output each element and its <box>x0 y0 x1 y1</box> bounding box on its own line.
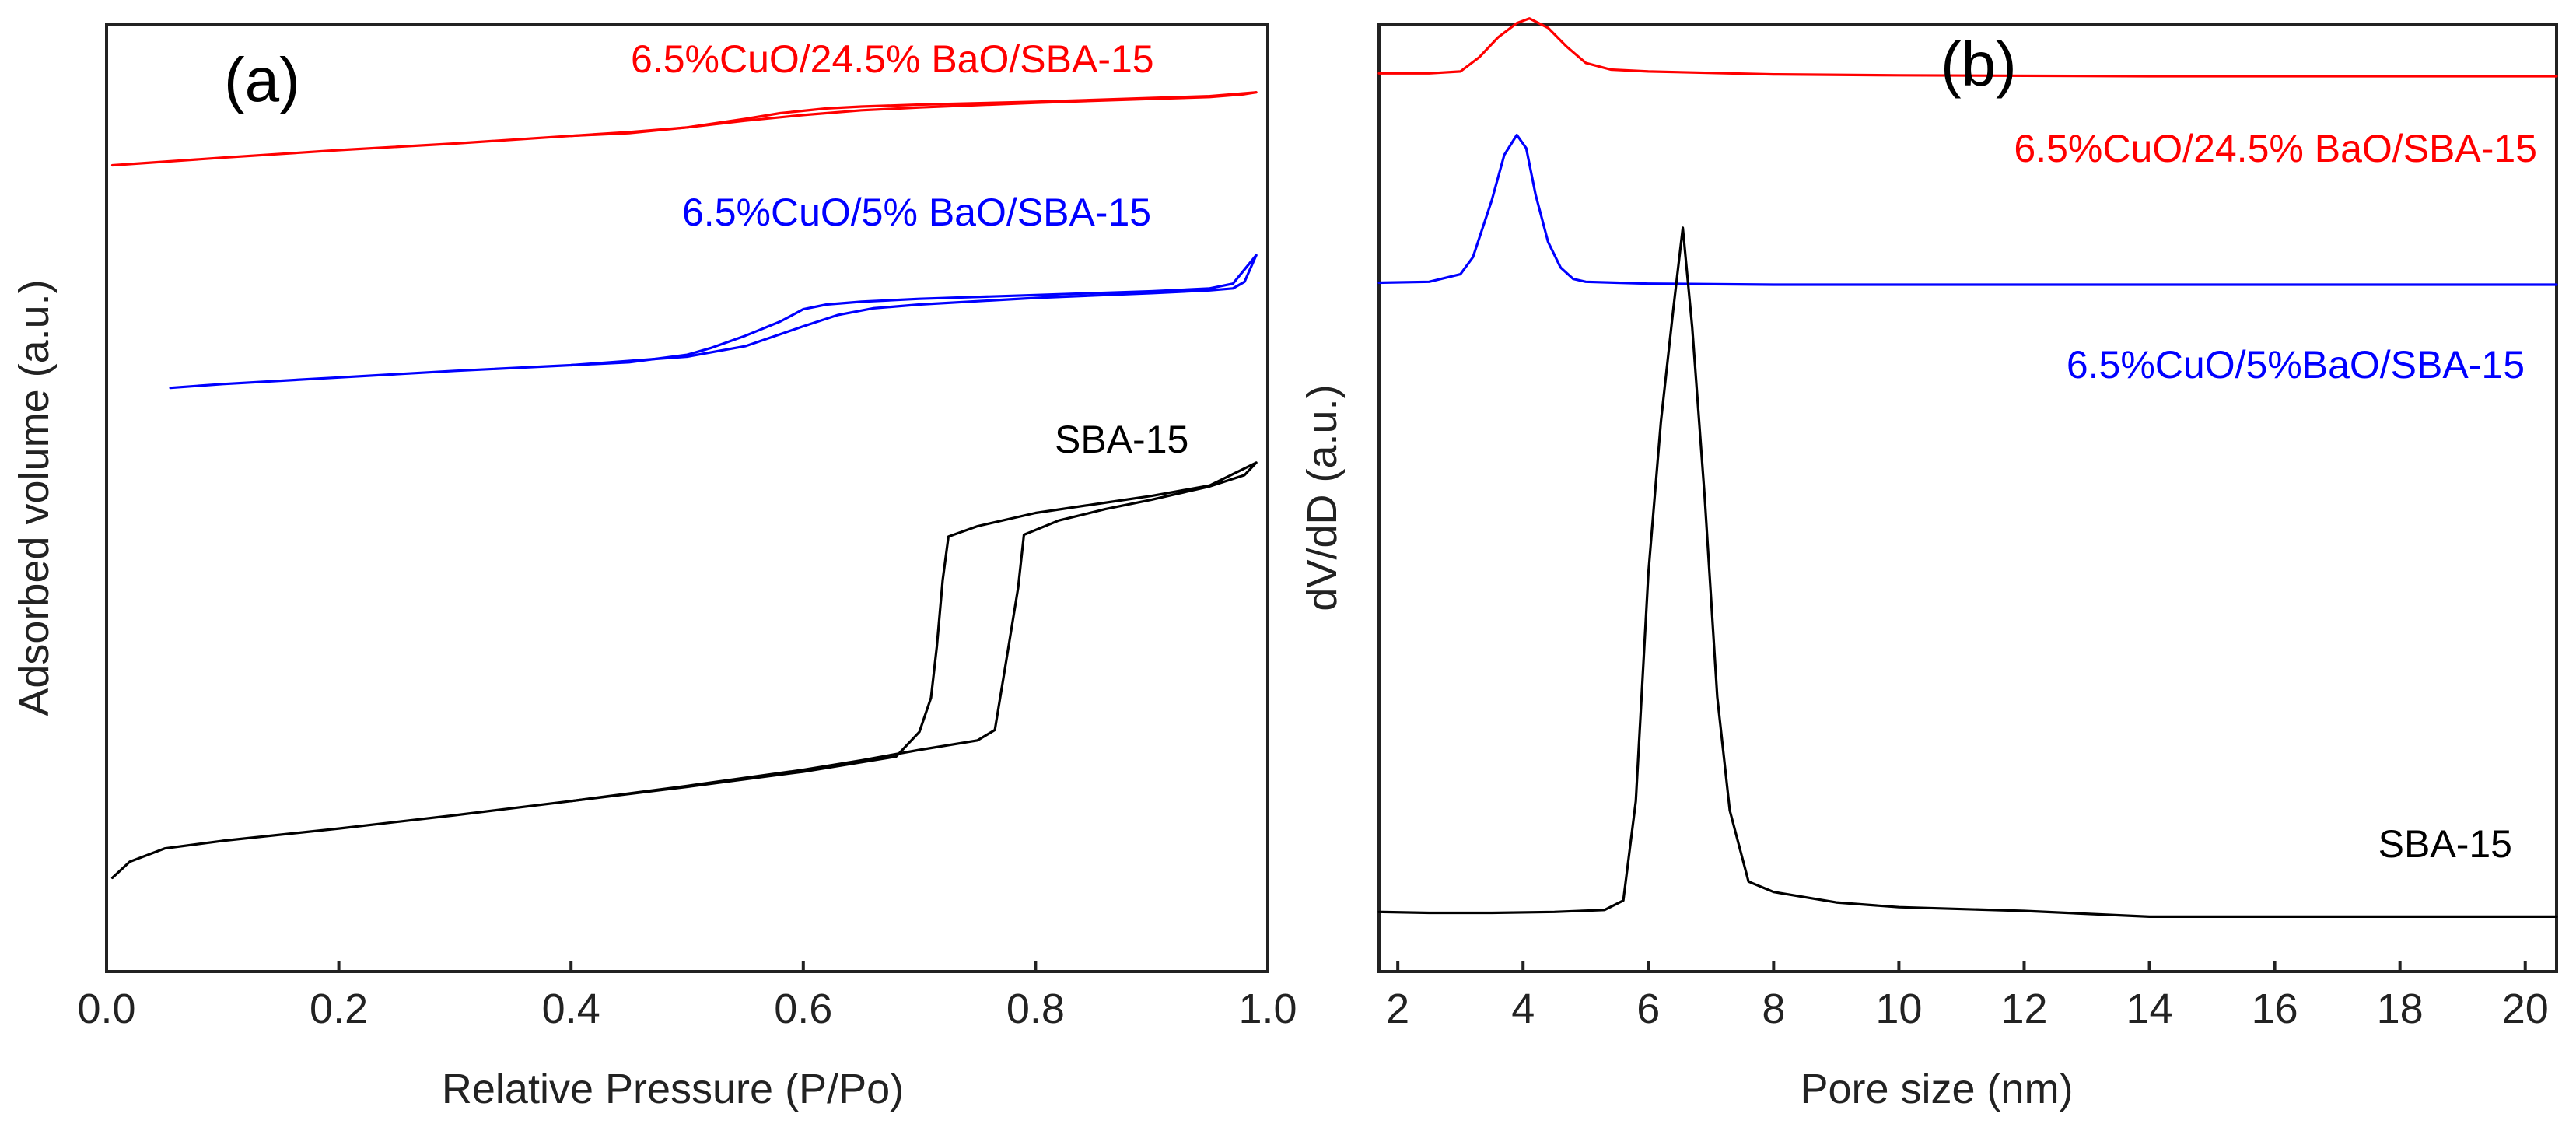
panel-a-x-tick-label: 0.2 <box>310 986 368 1032</box>
panel-b-frame <box>1377 23 2558 973</box>
panel-a-series-label-sba-15: SBA-15 <box>1055 418 1188 461</box>
panel-b-x-tick-label: 12 <box>2000 986 2047 1032</box>
panel-b-series-6-5-cuo-24-5-bao-sba-15-line <box>1377 17 2558 78</box>
panel-b-x-ticks: 2 4 6 8 10 12 14 16 18 20 <box>1386 961 2549 1032</box>
panel-a-series-sba-15-adsorption-line <box>110 461 1258 879</box>
panel-b-series-label-cuo-5-bao: 6.5%CuO/5%BaO/SBA-15 <box>2067 343 2525 387</box>
panel-b-x-tick-label: 2 <box>1386 986 1409 1032</box>
panel-a-curves <box>110 91 1258 879</box>
panel-a-series-6-5-cuo-5-bao-sba-15-desorption-line <box>569 254 1258 367</box>
panel-a-x-axis-title: Relative Pressure (P/Po) <box>442 1066 904 1112</box>
panel-b-x-tick-label: 6 <box>1636 986 1660 1032</box>
panel-a: 0.0 0.2 0.4 0.6 0.8 1.0 (a) 6.5%CuO/24.5% BaO… <box>11 23 1297 1112</box>
panel-b-label: (b) <box>1941 30 2017 99</box>
panel-b-x-tick-label: 16 <box>2252 986 2298 1032</box>
panel-a-label: (a) <box>224 45 300 114</box>
panel-a-series-6-5-cuo-24-5-bao-sba-15-desorption-line <box>569 91 1258 138</box>
panel-b-x-tick-label: 20 <box>2502 986 2549 1032</box>
panel-b-series-label-sba-15: SBA-15 <box>2378 822 2512 866</box>
panel-a-x-ticks: 0.0 0.2 0.4 0.6 0.8 1.0 <box>77 961 1297 1032</box>
panel-b: 2 4 6 8 10 12 14 16 18 20 (b) 6.5%CuO/24.5% BaO/S… <box>1299 17 2558 1112</box>
panel-a-series-label-cuo-24-5-bao: 6.5%CuO/24.5% BaO/SBA-15 <box>631 37 1154 81</box>
panel-a-y-axis-title: Adsorbed volume (a.u.) <box>11 279 58 716</box>
panel-a-x-tick-label: 0.8 <box>1006 986 1065 1032</box>
panel-a-x-tick-label: 1.0 <box>1238 986 1297 1032</box>
panel-a-x-tick-label: 0.4 <box>542 986 600 1032</box>
panel-a-x-tick-label: 0.0 <box>77 986 135 1032</box>
panel-a-frame <box>105 23 1269 973</box>
panel-a-x-tick-label: 0.6 <box>774 986 832 1032</box>
panel-b-series-label-cuo-24-5-bao: 6.5%CuO/24.5% BaO/SBA-15 <box>2014 127 2537 170</box>
panel-a-series-label-cuo-5-bao: 6.5%CuO/5% BaO/SBA-15 <box>682 191 1151 234</box>
panel-b-x-tick-label: 8 <box>1762 986 1785 1032</box>
panel-b-y-axis-title: dV/dD (a.u.) <box>1299 384 1346 611</box>
panel-b-x-axis-title: Pore size (nm) <box>1800 1066 2073 1112</box>
panel-b-series-6-5-cuo-5-bao-sba-15-line <box>1377 133 2558 286</box>
panel-a-series-sba-15-desorption-line <box>569 461 1258 803</box>
panel-a-series-6-5-cuo-5-bao-sba-15-adsorption-line <box>169 254 1258 390</box>
panel-b-x-tick-label: 14 <box>2126 986 2173 1032</box>
panel-b-x-tick-label: 18 <box>2377 986 2424 1032</box>
panel-b-series-sba-15-line <box>1377 226 2558 918</box>
panel-b-curves <box>1377 17 2558 918</box>
panel-b-x-tick-label: 10 <box>1875 986 1922 1032</box>
panel-b-x-tick-label: 4 <box>1511 986 1535 1032</box>
